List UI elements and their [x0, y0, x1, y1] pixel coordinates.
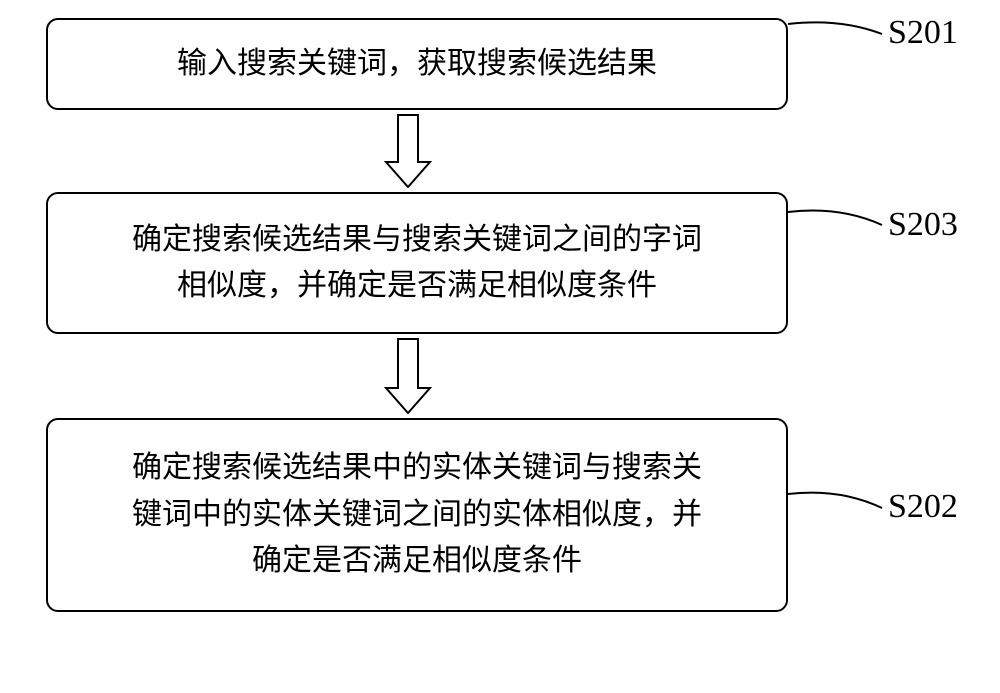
step-label-s203: S203	[888, 206, 958, 244]
flowchart-node-text: 确定搜索候选结果与搜索关键词之间的字词 相似度，并确定是否满足相似度条件	[132, 217, 702, 310]
step-label-s202: S202	[888, 488, 958, 526]
flowchart-node-text: 确定搜索候选结果中的实体关键词与搜索关 键词中的实体关键词之间的实体相似度，并 …	[132, 445, 702, 585]
step-label-text: S202	[888, 488, 958, 525]
flowchart-canvas: 输入搜索关键词，获取搜索候选结果 确定搜索候选结果与搜索关键词之间的字词 相似度…	[0, 0, 1000, 693]
flowchart-node-s203: 确定搜索候选结果与搜索关键词之间的字词 相似度，并确定是否满足相似度条件	[46, 192, 788, 334]
flowchart-arrow	[382, 114, 434, 188]
flowchart-node-s201: 输入搜索关键词，获取搜索候选结果	[46, 18, 788, 110]
flowchart-arrow	[382, 338, 434, 414]
step-label-text: S203	[888, 206, 958, 243]
leader-line	[782, 200, 888, 237]
step-label-text: S201	[888, 14, 958, 51]
flowchart-node-s202: 确定搜索候选结果中的实体关键词与搜索关 键词中的实体关键词之间的实体相似度，并 …	[46, 418, 788, 612]
flowchart-node-text: 输入搜索关键词，获取搜索候选结果	[177, 41, 657, 88]
leader-line	[782, 12, 888, 46]
step-label-s201: S201	[888, 14, 958, 52]
leader-line	[782, 482, 888, 520]
